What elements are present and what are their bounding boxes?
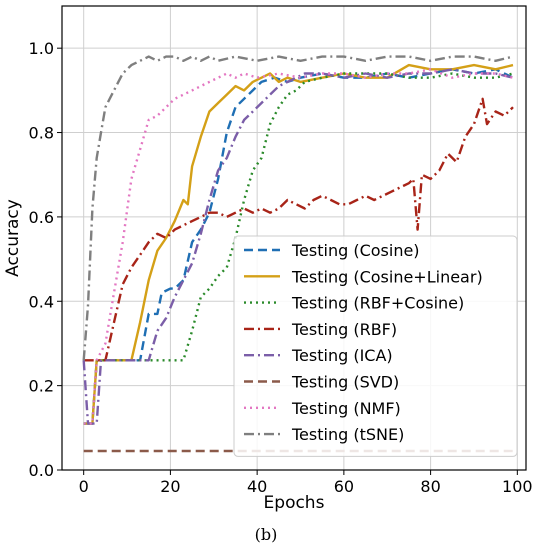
y-tick-label: 0.4 bbox=[29, 292, 54, 311]
legend-entry-label: Testing (RBF+Cosine) bbox=[291, 294, 464, 313]
y-tick-label: 0.2 bbox=[29, 377, 54, 396]
x-tick-label: 60 bbox=[334, 477, 354, 496]
x-tick-label: 100 bbox=[502, 477, 533, 496]
series-line-7 bbox=[82, 55, 514, 361]
y-tick-label: 1.0 bbox=[29, 39, 54, 58]
series-line-3 bbox=[83, 97, 514, 362]
legend-entry-label: Testing (tSNE) bbox=[291, 425, 404, 444]
ticks: 0 20 40 60 80 100 0.0 0.2 0.4 0.6 0.8 1.0 bbox=[29, 39, 533, 496]
legend-entry-label: Testing (RBF) bbox=[291, 320, 397, 339]
y-tick-label: 0.6 bbox=[29, 208, 54, 227]
legend: Testing (Cosine) Testing (Cosine+Linear) T… bbox=[233, 235, 518, 457]
plot-frame bbox=[61, 5, 527, 471]
y-tick-label: 0.8 bbox=[29, 124, 54, 143]
series-line-4 bbox=[82, 68, 514, 425]
x-axis-label: Epochs bbox=[264, 493, 325, 513]
x-tick-label: 40 bbox=[247, 477, 267, 496]
series-layer bbox=[82, 55, 514, 453]
legend-entry-label: Testing (ICA) bbox=[291, 346, 393, 365]
series-line-0 bbox=[83, 68, 514, 425]
y-axis-label: Accuracy bbox=[3, 199, 23, 277]
legend-box bbox=[233, 235, 518, 457]
x-tick-label: 80 bbox=[420, 477, 440, 496]
figure-caption: (b) bbox=[255, 525, 278, 544]
series-line-1 bbox=[83, 63, 514, 425]
legend-entry-label: Testing (Cosine+Linear) bbox=[291, 267, 483, 286]
x-tick-label: 0 bbox=[79, 477, 89, 496]
legend-entry-label: Testing (SVD) bbox=[291, 373, 399, 392]
legend-entry-label: Testing (NMF) bbox=[291, 399, 401, 418]
y-tick-label: 0.0 bbox=[29, 461, 54, 480]
x-tick-label: 20 bbox=[160, 477, 180, 496]
legend-entry-label: Testing (Cosine) bbox=[291, 241, 420, 260]
